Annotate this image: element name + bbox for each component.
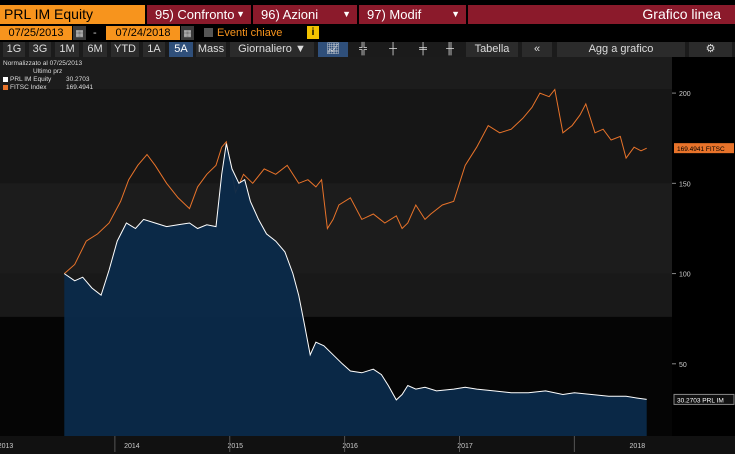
tabella-button[interactable]: Tabella [466, 42, 518, 57]
info-icon[interactable]: i [307, 26, 319, 39]
chevron-down-icon: ▼ [342, 9, 351, 19]
x-tick-label: 2014 [124, 443, 140, 450]
chart-legend: Normalizzato al 07/25/2013 Ultimo prz PR… [3, 60, 101, 100]
y-tick-label: 200 [679, 91, 691, 98]
legend-name: PRL IM Equity [10, 76, 52, 83]
plot-band [0, 89, 672, 184]
period-5a[interactable]: 5A [169, 42, 193, 57]
confronto-button[interactable]: 95) Confronto ▼ [147, 5, 251, 24]
legend-name: FITSC Index [10, 84, 47, 91]
last-value-tag [674, 143, 734, 154]
confronto-label: 95) Confronto [155, 7, 235, 22]
chevron-down-icon: ▼ [236, 9, 245, 19]
y-tick-label: 150 [679, 181, 691, 188]
candle-chart-icon[interactable]: ╬ [359, 43, 367, 55]
modif-button[interactable]: 97) Modif ▼ [359, 5, 466, 24]
price-chart[interactable]: 50 100 150 200 2013 2014 2015 2016 2017 2018 169.4… [0, 57, 735, 454]
last-value-label: 30.2703 PRL IM [677, 397, 724, 404]
period-1a[interactable]: 1A [143, 42, 165, 57]
eventi-label: Eventi chiave [217, 27, 283, 39]
bar-chart-icon[interactable]: ┼ [389, 43, 397, 55]
last-value-tag [673, 393, 735, 405]
hilo-chart-icon[interactable]: ╫ [446, 43, 454, 55]
y-tick-label: 50 [679, 362, 687, 369]
add-to-chart-button[interactable]: Agg a grafico [557, 42, 685, 57]
y-tick-label: 100 [679, 272, 691, 279]
legend-value: 169.4941 [66, 84, 94, 91]
date-separator: - [93, 27, 97, 39]
y-axis-panel [672, 57, 735, 454]
x-tick-label: 2016 [342, 443, 358, 450]
period-1g[interactable]: 1G [3, 42, 25, 57]
frequency-select[interactable]: Giornaliero ▼ [230, 42, 314, 57]
legend-value: 30.2703 [66, 76, 90, 83]
azioni-button[interactable]: 96) Azioni ▼ [253, 5, 357, 24]
ohlc-chart-icon[interactable]: ╪ [419, 43, 427, 55]
legend-header: Ultimo prz [33, 68, 63, 75]
series-line-prl [64, 143, 647, 401]
legend-swatch [3, 84, 8, 90]
period-6m[interactable]: 6M [83, 42, 107, 57]
view-title: Grafico linea [468, 5, 735, 24]
period-1m[interactable]: 1M [55, 42, 79, 57]
period-ytd[interactable]: YTD [111, 42, 139, 57]
legend-item-prl: PRL IM Equity 30.2703 [3, 76, 101, 84]
last-value-label: 169.4941 FITSC [677, 146, 725, 153]
settings-gear-icon[interactable]: ⚙ [689, 42, 732, 57]
x-axis-panel [0, 436, 735, 454]
end-date-field[interactable]: 07/24/2018 [106, 26, 180, 40]
legend-normalized: Normalizzato al 07/25/2013 [3, 60, 83, 67]
period-mass[interactable]: Mass [196, 42, 226, 57]
legend-item-fitsc: FITSC Index 169.4941 [3, 84, 101, 92]
ticker-input[interactable]: PRL IM Equity [0, 5, 145, 24]
eventi-checkbox[interactable] [204, 28, 213, 37]
chevron-down-icon: ▼ [451, 9, 460, 19]
azioni-label: 96) Azioni [261, 7, 319, 22]
collapse-button[interactable]: « [522, 42, 552, 57]
calendar-icon[interactable]: ▦ [73, 26, 86, 40]
series-area-prl [64, 143, 647, 436]
modif-label: 97) Modif [367, 7, 422, 22]
calendar-icon[interactable]: ▦ [181, 26, 194, 40]
line-chart-icon[interactable]: 📈︎ [318, 42, 348, 57]
x-tick-label: 2017 [457, 443, 473, 450]
legend-swatch [3, 76, 8, 82]
start-date-field[interactable]: 07/25/2013 [0, 26, 72, 40]
x-tick-label: 2013 [0, 443, 13, 450]
x-tick-label: 2015 [227, 443, 243, 450]
x-tick-label: 2018 [630, 443, 646, 450]
period-3g[interactable]: 3G [29, 42, 51, 57]
series-line-fitsc [63, 88, 647, 274]
